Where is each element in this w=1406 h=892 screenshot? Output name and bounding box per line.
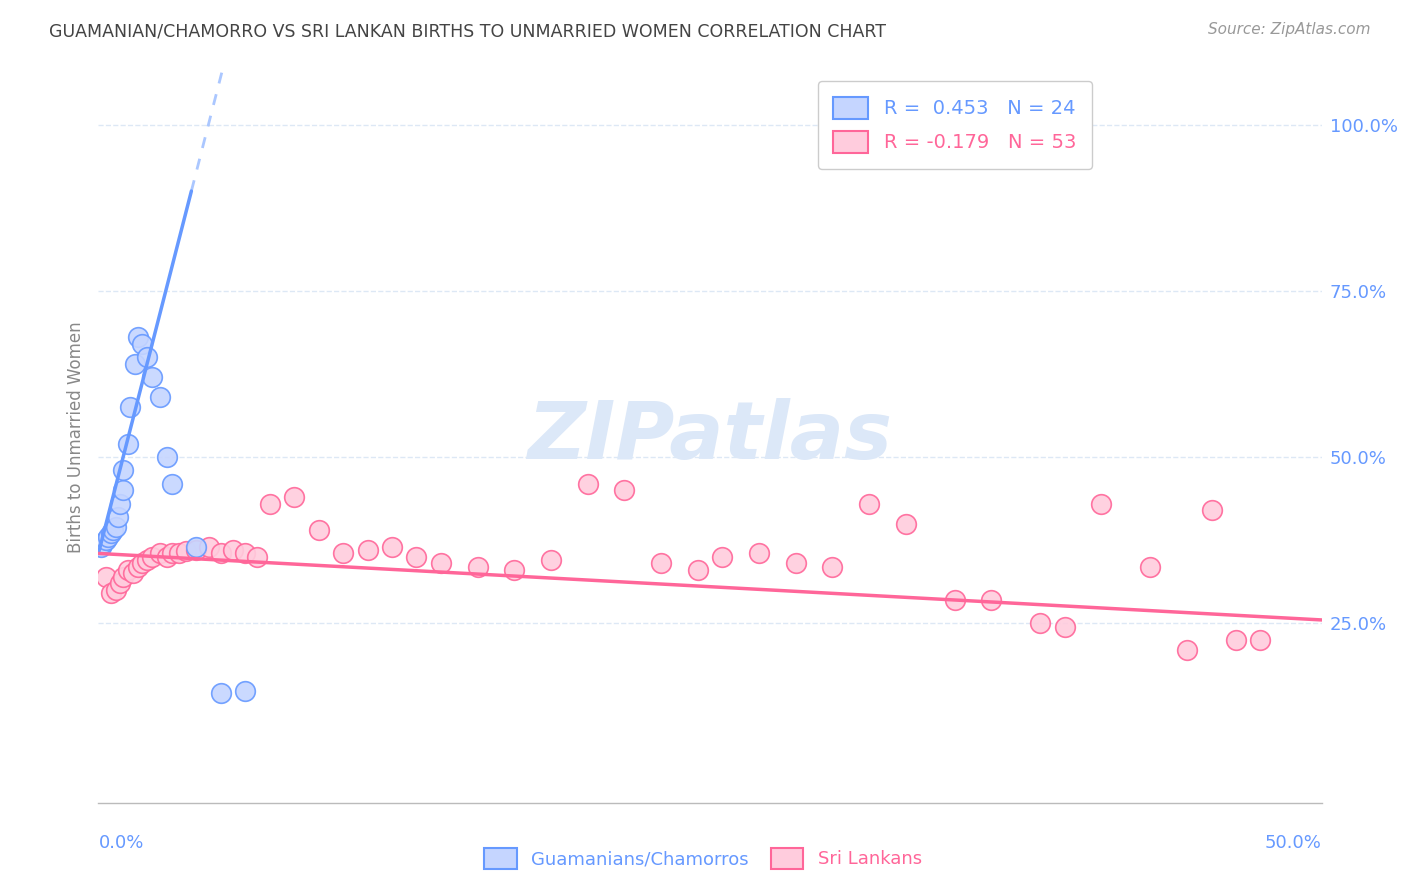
Point [111, 483, 134, 498]
Point [141, 549, 163, 564]
Point [110, 576, 132, 591]
Point [149, 546, 172, 560]
Point [156, 549, 179, 564]
Point [503, 563, 526, 577]
Point [120, 400, 142, 414]
Point [104, 582, 127, 597]
Point [127, 559, 149, 574]
Text: GUAMANIAN/CHAMORRO VS SRI LANKAN BIRTHS TO UNMARRIED WOMEN CORRELATION CHART: GUAMANIAN/CHAMORRO VS SRI LANKAN BIRTHS … [49, 22, 886, 40]
Point [246, 549, 269, 564]
Point [650, 557, 672, 571]
Point [176, 544, 198, 558]
Point [97, 530, 120, 544]
Point [111, 570, 134, 584]
Point [94, 533, 117, 548]
Point [1139, 559, 1161, 574]
Point [980, 593, 1002, 607]
Point [131, 337, 153, 351]
Point [160, 476, 183, 491]
Point [91, 536, 114, 550]
Point [613, 483, 636, 498]
Point [127, 330, 149, 344]
Point [90, 540, 112, 554]
Point [1029, 616, 1052, 631]
Point [209, 546, 232, 560]
Point [405, 549, 427, 564]
Point [222, 543, 245, 558]
Point [1090, 497, 1112, 511]
Point [141, 370, 163, 384]
Point [101, 523, 124, 537]
Point [233, 684, 256, 698]
Point [540, 553, 562, 567]
Point [100, 586, 122, 600]
Point [233, 546, 256, 560]
Point [308, 523, 330, 537]
Text: Source: ZipAtlas.com: Source: ZipAtlas.com [1208, 22, 1371, 37]
Point [110, 497, 132, 511]
Legend: R =  0.453   N = 24, R = -0.179   N = 53: R = 0.453 N = 24, R = -0.179 N = 53 [818, 81, 1091, 169]
Point [894, 516, 917, 531]
Point [111, 463, 134, 477]
Point [1201, 503, 1223, 517]
Point [136, 553, 159, 567]
Point [136, 351, 159, 365]
Point [430, 557, 453, 571]
Point [711, 549, 734, 564]
Point [124, 357, 146, 371]
Point [104, 520, 127, 534]
Point [160, 546, 183, 560]
Point [1053, 619, 1076, 633]
Point [748, 546, 770, 560]
Point [283, 490, 305, 504]
Point [117, 436, 139, 450]
Point [686, 563, 709, 577]
Text: ZIPatlas: ZIPatlas [527, 398, 893, 476]
Point [186, 540, 208, 554]
Point [821, 559, 844, 574]
Point [186, 543, 208, 558]
Point [209, 686, 232, 700]
Point [121, 566, 143, 581]
Point [1225, 632, 1247, 647]
Text: 0.0%: 0.0% [98, 834, 143, 852]
Point [1249, 632, 1271, 647]
Point [467, 559, 489, 574]
Point [100, 526, 122, 541]
Point [943, 593, 966, 607]
Y-axis label: Births to Unmarried Women: Births to Unmarried Women [66, 321, 84, 553]
Point [131, 557, 153, 571]
Point [94, 570, 117, 584]
Point [576, 476, 599, 491]
Text: 50.0%: 50.0% [1265, 834, 1322, 852]
Point [149, 390, 172, 404]
Point [156, 450, 179, 464]
Point [117, 563, 139, 577]
Point [1175, 643, 1198, 657]
Point [381, 540, 404, 554]
Legend: Guamanians/Chamorros, Sri Lankans: Guamanians/Chamorros, Sri Lankans [477, 840, 929, 876]
Point [858, 497, 880, 511]
Point [356, 543, 378, 558]
Point [259, 497, 281, 511]
Point [332, 546, 354, 560]
Point [167, 546, 190, 560]
Point [785, 557, 807, 571]
Point [107, 509, 129, 524]
Point [197, 540, 219, 554]
